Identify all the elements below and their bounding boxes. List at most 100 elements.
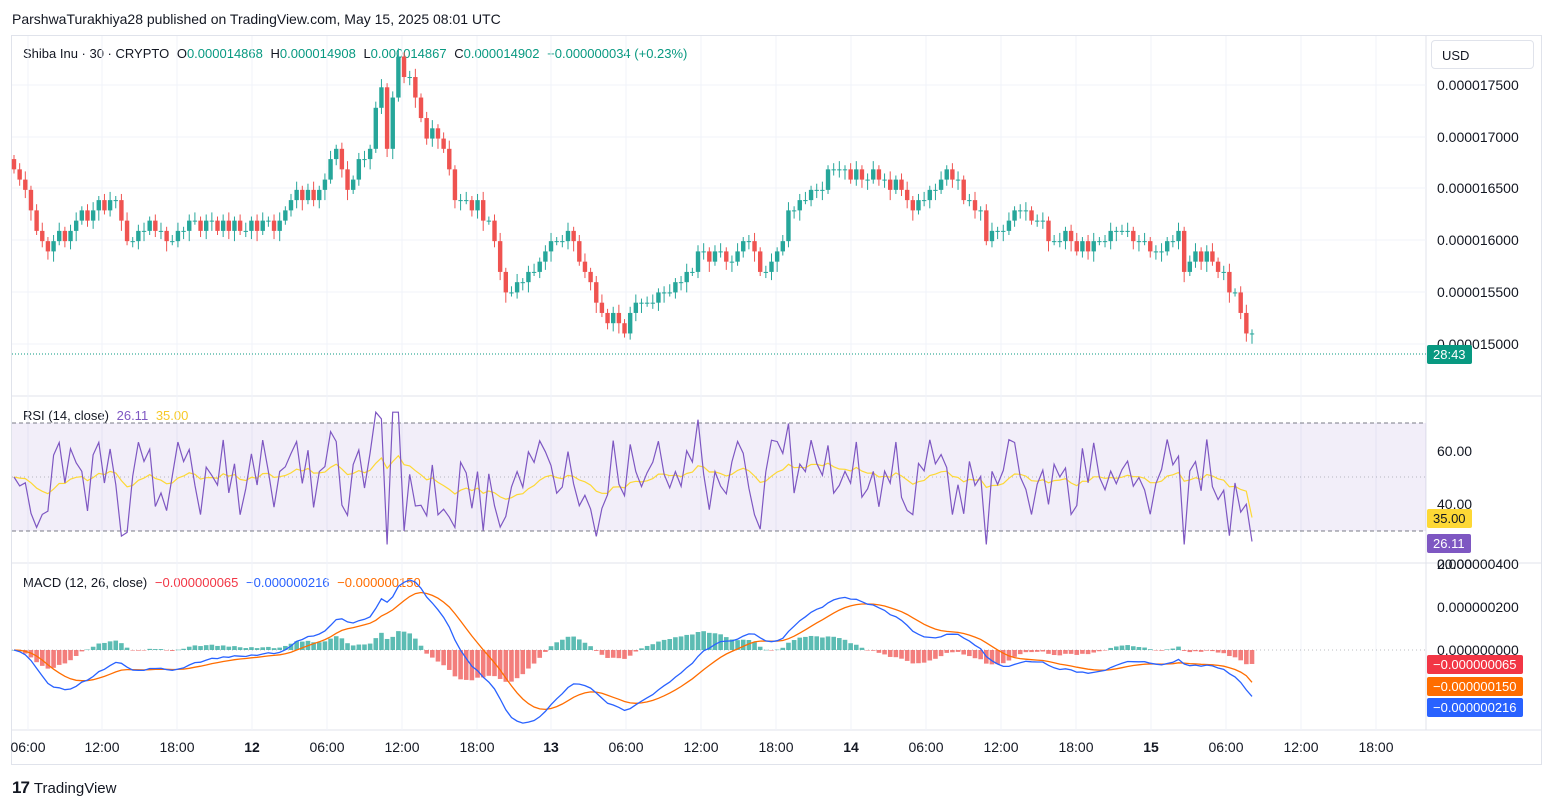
candle-body <box>1181 230 1187 272</box>
tradingview-logo[interactable]: 17 TradingView <box>12 778 116 798</box>
macd-histogram-bar <box>401 631 407 650</box>
candle-body <box>492 220 497 242</box>
macd-histogram-bar <box>1159 650 1164 651</box>
symbol-label[interactable]: Shiba Inu · 30 · CRYPTO <box>23 46 170 61</box>
candle-body <box>876 169 882 180</box>
macd-histogram-bar <box>1040 650 1046 652</box>
open-value: 0.000014868 <box>186 46 263 61</box>
candle-body <box>888 179 893 190</box>
time-axis-label: 06:00 <box>608 739 643 755</box>
macd-histogram-bar <box>333 636 339 650</box>
macd-histogram-bar <box>576 639 582 650</box>
candle-body <box>497 241 503 272</box>
candle-body <box>317 189 322 201</box>
macd-histogram-bar <box>582 642 588 650</box>
candle-body <box>271 220 277 231</box>
macd-histogram-bar <box>588 646 593 650</box>
candle-body <box>1204 251 1209 262</box>
candle-body <box>1170 241 1176 243</box>
candle-body <box>814 189 819 191</box>
candle-body <box>752 241 757 252</box>
candle-body <box>984 210 989 242</box>
time-axis-label: 12:00 <box>384 739 419 755</box>
candle-body <box>379 87 384 108</box>
macd-histogram-bar <box>673 637 678 650</box>
macd-histogram-bar <box>599 650 605 655</box>
macd-histogram-bar <box>769 650 774 651</box>
candle-body <box>204 220 209 231</box>
candle-body <box>978 210 983 212</box>
candle-body <box>989 230 995 242</box>
candle-body <box>910 200 916 211</box>
candle-body <box>904 189 910 201</box>
macd-histogram-bar <box>390 636 396 650</box>
candle-body <box>1238 292 1243 313</box>
macd-histogram-bar <box>232 646 237 650</box>
macd-histogram-bar <box>277 647 282 650</box>
candle-body <box>786 210 791 242</box>
candle-body <box>373 107 378 149</box>
macd-histogram-bar <box>254 648 260 650</box>
candle-body <box>639 302 644 304</box>
currency-button[interactable]: USD <box>1431 40 1534 69</box>
macd-histogram-bar <box>859 647 865 650</box>
candle-body <box>345 169 350 190</box>
candle-body <box>164 230 169 242</box>
macd-histogram-bar <box>1046 650 1051 654</box>
macd-histogram-bar <box>153 649 158 650</box>
macd-signal-line <box>13 591 1253 711</box>
macd-histogram-bar <box>831 636 836 650</box>
candle-body <box>249 220 254 231</box>
candle-body <box>509 292 514 294</box>
candle-body <box>678 282 684 284</box>
macd-name[interactable]: MACD (12, 26, close) <box>23 575 148 590</box>
macd-histogram-bar <box>1187 650 1193 653</box>
candle-body <box>707 251 712 262</box>
macd-histogram-bar <box>712 633 718 650</box>
footer-brand: TradingView <box>33 779 117 797</box>
candle-body <box>237 220 243 231</box>
candle-body <box>215 220 220 231</box>
candle-body <box>62 230 68 242</box>
macd-histogram-bar <box>209 644 215 650</box>
candle-body <box>746 241 752 243</box>
candle-body <box>464 200 469 202</box>
candle-body <box>565 230 571 242</box>
candle-body <box>396 56 401 98</box>
candle-body <box>136 230 141 242</box>
macd-histogram-bar <box>45 650 51 669</box>
candle-body <box>656 292 661 303</box>
candle-body <box>68 230 73 242</box>
candle-body <box>1074 241 1079 252</box>
macd-axis-label: 0.000000400 <box>1437 556 1519 572</box>
macd-histogram-bar <box>560 639 565 650</box>
candle-body <box>198 220 203 231</box>
macd-histogram-bar <box>497 650 503 679</box>
candle-body <box>1012 210 1017 221</box>
macd-histogram-bar <box>1119 645 1125 650</box>
candle-body <box>1227 271 1232 293</box>
candle-body <box>226 220 232 231</box>
macd-histogram-bar <box>441 650 446 666</box>
macd-axis-label: 0.000000200 <box>1437 599 1519 615</box>
candle-body <box>458 200 463 202</box>
rsi-axis-label: 40.00 <box>1437 496 1472 512</box>
chart-frame <box>11 35 1542 765</box>
macd-histogram-bar <box>763 649 769 651</box>
macd-histogram-bar <box>752 642 757 650</box>
macd-histogram-bar <box>520 650 526 675</box>
time-axis-label: 18:00 <box>459 739 494 755</box>
rsi-name[interactable]: RSI (14, close) <box>23 408 109 423</box>
candle-body <box>220 220 226 231</box>
time-axis-label: 12 <box>244 739 260 755</box>
time-axis-label: 15 <box>1143 739 1159 755</box>
candle-body <box>283 210 288 221</box>
candle-body <box>650 302 655 304</box>
macd-histogram-bar <box>853 644 859 650</box>
macd-histogram-bar <box>514 650 520 679</box>
candle-body <box>480 200 486 221</box>
macd-histogram-bar <box>820 637 825 650</box>
candle-body <box>102 200 107 211</box>
macd-histogram-bar <box>1057 650 1063 656</box>
